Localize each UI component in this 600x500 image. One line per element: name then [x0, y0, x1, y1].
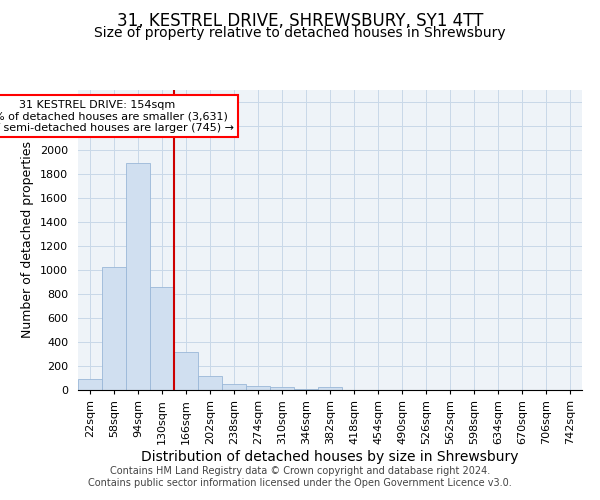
Bar	[174, 352, 198, 390]
Bar	[102, 267, 126, 390]
Bar	[222, 384, 246, 390]
Y-axis label: Number of detached properties: Number of detached properties	[22, 142, 34, 338]
Text: 31 KESTREL DRIVE: 154sqm
← 83% of detached houses are smaller (3,631)
17% of sem: 31 KESTREL DRIVE: 154sqm ← 83% of detach…	[0, 100, 234, 133]
Bar	[126, 163, 150, 390]
Text: 31, KESTREL DRIVE, SHREWSBURY, SY1 4TT: 31, KESTREL DRIVE, SHREWSBURY, SY1 4TT	[117, 12, 483, 30]
Text: Contains HM Land Registry data © Crown copyright and database right 2024.
Contai: Contains HM Land Registry data © Crown c…	[88, 466, 512, 487]
Bar	[270, 387, 294, 390]
Bar	[318, 387, 342, 390]
Bar	[198, 376, 222, 390]
Text: Size of property relative to detached houses in Shrewsbury: Size of property relative to detached ho…	[94, 26, 506, 40]
Bar	[246, 386, 270, 390]
X-axis label: Distribution of detached houses by size in Shrewsbury: Distribution of detached houses by size …	[141, 450, 519, 464]
Bar	[150, 287, 174, 390]
Bar	[78, 380, 102, 390]
